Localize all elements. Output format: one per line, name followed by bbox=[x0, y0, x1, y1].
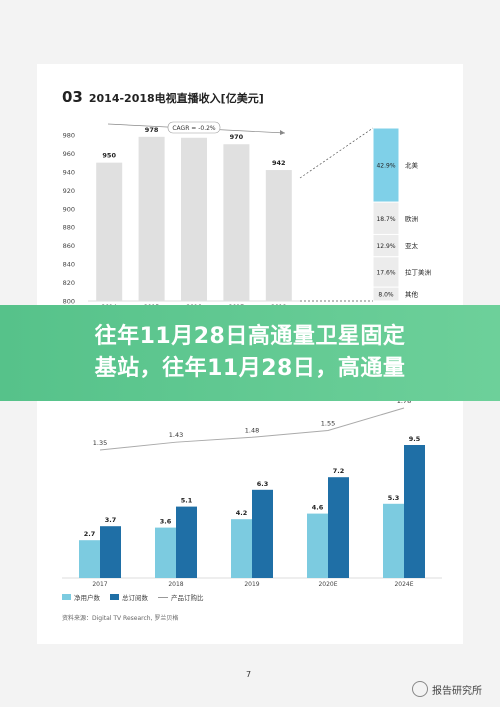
legend-label: 产品订购比 bbox=[171, 594, 204, 602]
tv-revenue-chart: 8008208408608809009209409609809502014978… bbox=[63, 121, 431, 310]
watermark: 报告研究所 bbox=[412, 681, 482, 697]
bar-value-label: 942 bbox=[272, 159, 286, 167]
section-title: 03 2014-2018电视直播收入[亿美元] bbox=[62, 88, 264, 106]
legend-swatch bbox=[110, 594, 119, 600]
breakdown-label: 北美 bbox=[405, 161, 419, 170]
bar-total-subs bbox=[100, 526, 121, 578]
bar bbox=[138, 136, 165, 301]
banner-line-1: 往年11月28日高通量卫星固定 bbox=[94, 324, 406, 349]
breakdown-label: 欧洲 bbox=[405, 214, 418, 223]
ratio-value-label: 1.43 bbox=[169, 431, 183, 439]
chart-legend: 净用户数 总订阅数 产品订购比 bbox=[62, 592, 204, 602]
bar-value-label: 970 bbox=[230, 133, 244, 141]
bar-value-label: 2.7 bbox=[84, 530, 96, 538]
bar-value-label: 950 bbox=[102, 152, 116, 160]
bar-net-users bbox=[155, 527, 176, 578]
page-number: 7 bbox=[246, 670, 252, 679]
y-tick-label: 980 bbox=[63, 132, 75, 140]
legend-swatch bbox=[62, 594, 71, 600]
y-tick-label: 860 bbox=[63, 242, 75, 250]
bar-value-label: 5.1 bbox=[181, 497, 193, 505]
legend-item-net-users: 净用户数 bbox=[62, 592, 100, 602]
ratio-line bbox=[99, 407, 405, 451]
watermark-logo-icon bbox=[412, 681, 428, 697]
cagr-badge bbox=[167, 121, 221, 134]
bar-value-label: 978 bbox=[145, 126, 159, 134]
bar-value-label: 3.7 bbox=[105, 516, 117, 524]
ratio-value-label: 1.78 bbox=[397, 397, 411, 405]
bar-value-label: 6.3 bbox=[257, 480, 269, 488]
bar bbox=[96, 162, 123, 301]
y-tick-label: 900 bbox=[63, 205, 75, 213]
bar bbox=[181, 137, 207, 301]
bar-total-subs bbox=[328, 477, 349, 578]
bar-total-subs bbox=[176, 506, 197, 578]
bar-value-label: 3.6 bbox=[160, 518, 172, 526]
y-tick-label: 840 bbox=[63, 261, 75, 269]
x-tick-label: 2018 bbox=[168, 581, 183, 588]
y-tick-label: 800 bbox=[63, 298, 75, 306]
bar-value-label: 9.5 bbox=[409, 435, 421, 443]
y-tick-label: 940 bbox=[63, 168, 75, 176]
x-tick-label: 2020E bbox=[318, 581, 337, 588]
legend-label: 总订阅数 bbox=[122, 594, 148, 602]
breakdown-value: 8.0% bbox=[378, 292, 394, 299]
bar-value-label: 4.6 bbox=[312, 504, 324, 512]
bar-total-subs bbox=[252, 489, 273, 578]
section-number: 03 bbox=[62, 88, 83, 106]
bar-value-label: 5.3 bbox=[388, 494, 400, 502]
y-tick-label: 960 bbox=[63, 150, 75, 158]
bar-net-users bbox=[383, 503, 404, 578]
breakdown-label: 其他 bbox=[405, 290, 419, 299]
breakdown-value: 17.6% bbox=[376, 269, 395, 276]
breakdown-segment bbox=[372, 127, 400, 203]
section-title-text: 2014-2018电视直播收入[亿美元] bbox=[88, 92, 264, 105]
bar-net-users bbox=[79, 540, 100, 578]
breakdown-value: 18.7% bbox=[376, 216, 395, 223]
cagr-text: CAGR = -0.2% bbox=[172, 125, 216, 132]
y-tick-label: 920 bbox=[63, 187, 75, 195]
breakdown-segment bbox=[372, 201, 400, 235]
bar bbox=[223, 144, 250, 301]
source-note: 资料来源：Digital TV Research, 罗兰贝格 bbox=[62, 615, 179, 622]
bar-value-label: 4.2 bbox=[236, 509, 248, 517]
ratio-value-label: 1.48 bbox=[245, 426, 259, 434]
banner-line-2: 基站，往年11月28日，高通量 bbox=[94, 356, 406, 381]
legend-swatch bbox=[158, 596, 168, 598]
bar-total-subs bbox=[404, 445, 425, 578]
bar-net-users bbox=[307, 513, 328, 578]
breakdown-segment bbox=[372, 286, 400, 302]
y-tick-label: 880 bbox=[63, 224, 75, 232]
legend-label: 净用户数 bbox=[74, 594, 100, 602]
x-tick-label: 2019 bbox=[244, 581, 259, 588]
breakdown-label: 拉丁美洲 bbox=[405, 267, 431, 276]
headline-banner: 往年11月28日高通量卫星固定 基站，往年11月28日，高通量 bbox=[0, 305, 500, 401]
bar bbox=[265, 170, 292, 301]
x-tick-label: 2024E bbox=[394, 581, 413, 588]
x-tick-label: 2017 bbox=[92, 581, 107, 588]
bar-value-label: 7.2 bbox=[333, 467, 345, 475]
bar-net-users bbox=[231, 519, 252, 578]
y-tick-label: 820 bbox=[63, 279, 75, 287]
ratio-value-label: 1.35 bbox=[93, 439, 107, 447]
breakdown-value: 12.9% bbox=[376, 243, 395, 250]
breakdown-label: 亚太 bbox=[405, 241, 419, 250]
breakdown-value: 42.9% bbox=[376, 163, 395, 170]
watermark-text: 报告研究所 bbox=[432, 685, 482, 697]
breakdown-connector-top bbox=[299, 127, 374, 179]
legend-item-total-subs: 总订阅数 bbox=[110, 592, 148, 602]
ratio-value-label: 1.55 bbox=[321, 419, 335, 427]
legend-item-ratio: 产品订购比 bbox=[158, 592, 204, 602]
cagr-arrowhead bbox=[280, 130, 285, 135]
